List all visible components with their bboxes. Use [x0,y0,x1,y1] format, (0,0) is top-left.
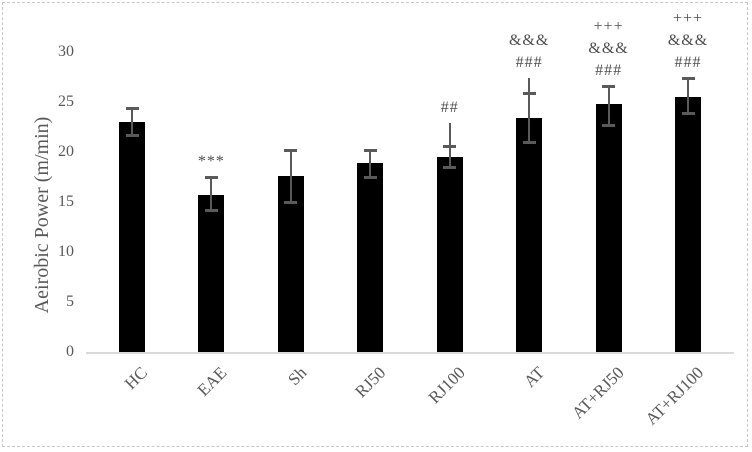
error-bar-cap [522,92,536,95]
error-bar-cap [681,77,695,80]
x-tick-label-sh: Sh [284,363,311,390]
x-axis-line [86,352,734,354]
error-bar-cap [602,124,616,127]
bar-rj50 [357,163,384,352]
x-tick-label-at+rj100: AT+RJ100 [641,363,708,429]
error-bar [687,78,689,113]
significance-annotation-at+rj100: +++ &&& ### [643,8,733,74]
error-bar [289,150,292,202]
significance-symbol: ### [674,54,702,71]
significance-symbol: *** [197,153,225,170]
error-bar-cap [363,149,377,152]
error-bar-cap [443,166,457,169]
significance-symbol: &&& [508,32,550,49]
significance-symbol: ## [440,99,459,116]
error-bar-cap [363,176,377,179]
error-bar-cap [125,134,139,137]
bar-rj100 [436,157,463,352]
error-bar [528,78,531,142]
bar-at [516,118,543,352]
x-tick-label-hc: HC [121,363,152,394]
error-bar-cap [681,112,695,115]
significance-symbol: +++ [672,10,704,27]
error-bar [369,150,372,177]
y-tick-label: 30 [58,43,74,60]
bar-at+rj50 [595,104,622,352]
error-bar-cap [204,209,218,212]
x-tick-label-eae: EAE [194,363,231,400]
error-bar [210,177,213,210]
bar-eae [198,195,225,352]
significance-symbol: &&& [588,40,629,57]
significance-annotation-at+rj50: +++ &&& ### [564,16,654,82]
error-bar [607,86,610,125]
error-bar-cap [204,176,218,179]
significance-annotation-rj100: ## [405,97,495,119]
error-bar-cap [284,149,298,152]
significance-symbol: +++ [593,18,624,35]
bar-hc [119,122,145,352]
significance-symbol: ### [515,54,543,71]
x-tick-label-at+rj50: AT+RJ50 [568,363,629,423]
error-bar-cap [602,85,616,88]
significance-symbol: ### [595,62,623,79]
bar-sh [277,176,304,352]
bar-at+rj100 [675,97,701,352]
y-tick-label: 10 [58,243,74,260]
error-bar-cap [284,201,298,204]
significance-symbol: &&& [667,32,709,49]
x-tick-label-rj100: RJ100 [424,363,470,408]
x-tick-label-rj50: RJ50 [351,363,390,402]
y-tick-label: 15 [58,193,74,210]
y-tick-label: 5 [66,293,74,310]
error-bar [131,108,133,135]
y-tick-label: 20 [58,143,74,160]
error-bar-cap [125,107,139,110]
significance-annotation-eae: *** [166,151,256,173]
significance-annotation-at: &&& ### [484,30,574,74]
y-tick-label: 0 [66,343,74,360]
y-tick-label: 25 [58,93,74,110]
x-tick-label-at: AT [520,363,549,392]
error-bar-cap [522,141,536,144]
error-bar-cap [443,145,457,148]
